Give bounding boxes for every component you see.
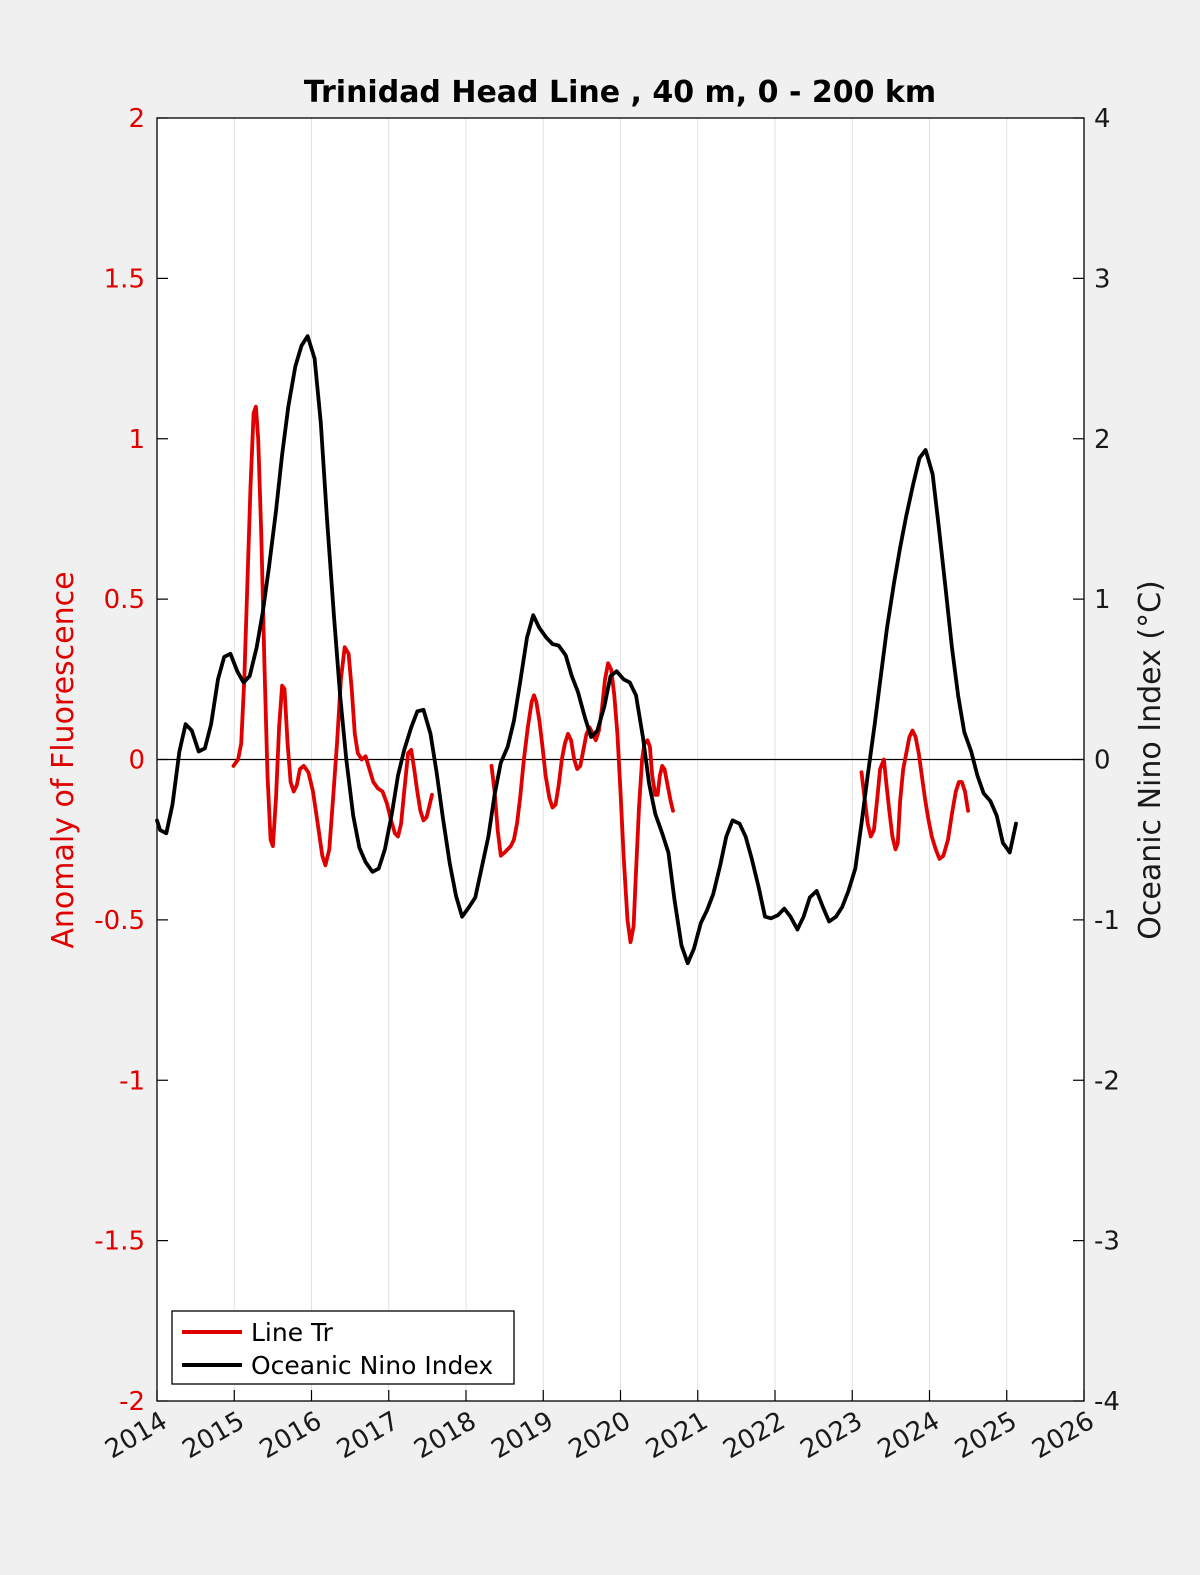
y-left-tick-label: 2 <box>128 104 145 134</box>
y-axis-label-right: Oceanic Nino Index (°C) <box>1133 580 1168 940</box>
y-right-tick-label: 4 <box>1094 104 1111 134</box>
y-right-tick-label: 0 <box>1094 746 1111 776</box>
x-tick-label: 2018 <box>409 1406 481 1465</box>
x-tick-label: 2021 <box>641 1406 713 1465</box>
legend-box <box>171 1310 515 1385</box>
y-left-tick-label: -2 <box>119 1387 145 1417</box>
x-tick-label: 2016 <box>255 1406 327 1465</box>
y-right-tick-label: 3 <box>1094 264 1111 294</box>
x-tick-label: 2017 <box>332 1406 404 1465</box>
x-tick-label: 2020 <box>564 1406 636 1465</box>
oni-series-segment-1 <box>155 334 1018 966</box>
line-tr-series-segment-3 <box>859 728 970 861</box>
y-right-tick-label: -1 <box>1094 906 1120 936</box>
x-tick-label: 2019 <box>486 1406 558 1465</box>
y-left-tick-label: -1.5 <box>94 1227 145 1257</box>
y-left-tick-label: -0.5 <box>94 906 145 936</box>
x-tick-label: 2026 <box>1027 1406 1099 1465</box>
y-left-tick-label: 1.5 <box>104 264 145 294</box>
y-right-tick-label: 1 <box>1094 585 1111 615</box>
y-left-tick-label: 0 <box>128 746 145 776</box>
y-left-tick-label: 1 <box>128 425 145 455</box>
x-tick-label: 2025 <box>950 1406 1022 1465</box>
chart-title: Trinidad Head Line , 40 m, 0 - 200 km <box>304 75 936 110</box>
legend: Line Tr Oceanic Nino Index <box>171 1310 515 1385</box>
line-tr-series-segment-2 <box>489 661 675 945</box>
x-tick-label: 2015 <box>177 1406 249 1465</box>
y-right-tick-label: -2 <box>1094 1066 1120 1096</box>
y-left-tick-label: 0.5 <box>104 585 145 615</box>
x-tick-label: 2024 <box>873 1406 945 1465</box>
x-tick-label: 2022 <box>718 1406 790 1465</box>
left-axis: -2 -1.5 -1 -0.5 0 0.5 1 1.5 2 <box>94 104 168 1417</box>
series-layer <box>155 334 1018 966</box>
legend-label-line-tr: Line Tr <box>251 1318 334 1347</box>
y-right-tick-label: -4 <box>1094 1387 1120 1417</box>
legend-label-oni: Oceanic Nino Index <box>251 1351 493 1380</box>
y-left-tick-label: -1 <box>119 1066 145 1096</box>
line-tr-series-segment-1 <box>231 404 434 868</box>
x-tick-label: 2023 <box>795 1406 867 1465</box>
right-axis: -4 -3 -2 -1 0 1 2 3 4 <box>1073 104 1120 1417</box>
y-right-tick-label: -3 <box>1094 1227 1120 1257</box>
y-axis-label-left: Anomaly of Fluorescence <box>46 571 81 948</box>
y-right-tick-label: 2 <box>1094 425 1111 455</box>
